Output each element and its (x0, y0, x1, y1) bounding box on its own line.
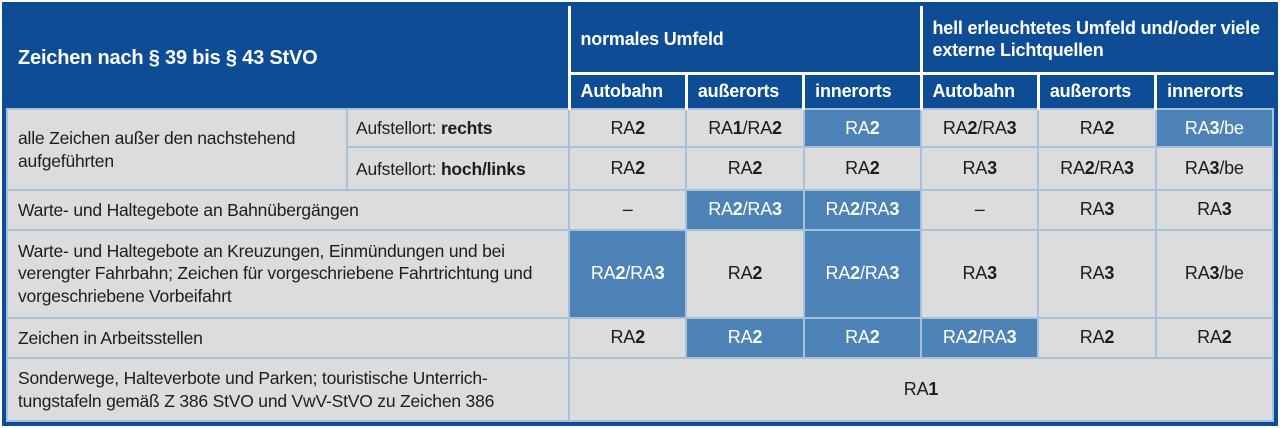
value-cell: RA2 (685, 146, 805, 192)
value-cell: RA2 (802, 316, 923, 360)
row-label: Sonderwege, Halteverbote und Parken; tou… (5, 357, 571, 422)
row-label: alle Zeichen außer den nachstehend aufge… (6, 107, 348, 192)
value-cell: RA2/RA3 (919, 107, 1040, 149)
value-cell: RA2/RA3 (802, 189, 923, 231)
value-cell: RA3 (1037, 189, 1157, 231)
row-bahnuebergaenge: Warte- und Haltegebote an Bahnübergängen… (5, 189, 1275, 231)
column-header-ausserorts-hell: außerorts (1036, 72, 1157, 110)
value-cell: RA2/RA3 (685, 189, 805, 231)
value-cell: RA2 (568, 107, 688, 149)
aufstellort-sublabel: Aufstellort: hoch/links (345, 146, 571, 192)
row-label: Warte- und Haltegebote an Bahnübergängen (5, 189, 571, 231)
value-cell: RA3/be (1154, 146, 1275, 192)
column-header-autobahn-normal: Autobahn (567, 72, 688, 110)
value-cell: RA2 (802, 146, 923, 192)
value-cell: RA2/RA3 (568, 228, 688, 319)
value-cell: RA2 (568, 316, 688, 360)
row-arbeitsstellen: Zeichen in Arbeitsstellen RA2 RA2 RA2 RA2/RA… (5, 316, 1275, 360)
row-alle-zeichen-rechts: alle Zeichen außer den nachstehend aufge… (6, 107, 1275, 192)
column-header-autobahn-hell: Autobahn (919, 72, 1040, 110)
value-cell: RA2/RA3 (919, 316, 1040, 360)
value-cell: RA3 (919, 228, 1040, 319)
value-cell: – (568, 189, 688, 231)
value-cell: RA3 (1037, 228, 1157, 319)
table-body: alle Zeichen außer den nachstehend aufge… (5, 107, 1275, 422)
stvo-sign-reflectivity-table: Zeichen nach § 39 bis § 43 StVO normales… (5, 6, 1275, 422)
column-header-innerorts-hell: innerorts (1154, 72, 1275, 110)
value-cell: RA2 (1154, 316, 1275, 360)
value-cell: RA2/RA3 (1037, 146, 1157, 192)
header-main-title: Zeichen nach § 39 bis § 43 StVO (5, 6, 571, 110)
value-cell: RA2 (685, 316, 805, 360)
aufstellort-sublabel: Aufstellort: rechts (345, 107, 571, 149)
table-header: Zeichen nach § 39 bis § 43 StVO normales… (5, 6, 1275, 110)
row-label: Warte- und Haltegebote an Kreuzungen, Ei… (5, 228, 571, 319)
header-group-normales-umfeld: normales Umfeld (567, 6, 922, 75)
row-label: Zeichen in Arbeitsstellen (5, 316, 571, 360)
column-header-ausserorts-normal: außerorts (684, 72, 805, 110)
value-cell: RA3/be (1154, 228, 1275, 319)
header-group-hell-erleuchtetes-umfeld: hell erleuchtetes Umfeld und/oder viele … (919, 6, 1274, 75)
row-kreuzungen: Warte- und Haltegebote an Kreuzungen, Ei… (5, 228, 1275, 319)
value-cell: RA2 (802, 107, 923, 149)
row-sonderwege: Sonderwege, Halteverbote und Parken; tou… (5, 357, 1274, 422)
column-header-innerorts-normal: innerorts (802, 72, 923, 110)
value-cell: RA3 (1154, 189, 1275, 231)
value-cell: RA3/be (1154, 107, 1275, 149)
value-cell: – (919, 189, 1040, 231)
value-cell: RA3 (919, 146, 1040, 192)
header-group-row: Zeichen nach § 39 bis § 43 StVO normales… (5, 6, 1274, 110)
value-cell: RA2 (1037, 107, 1157, 149)
value-cell: RA1 (568, 357, 1274, 422)
value-cell: RA2 (568, 146, 688, 192)
header-column-row: Autobahn außerorts innerorts Autobahn au… (7, 72, 1275, 110)
value-cell: RA2 (685, 228, 805, 319)
value-cell: RA2/RA3 (802, 228, 923, 319)
row-alle-zeichen-hoch-links: Aufstellort: hoch/links RA2 RA2 RA2 RA3 RA2/R… (7, 146, 1275, 192)
value-cell: RA1/RA2 (685, 107, 805, 149)
value-cell: RA2 (1037, 316, 1157, 360)
